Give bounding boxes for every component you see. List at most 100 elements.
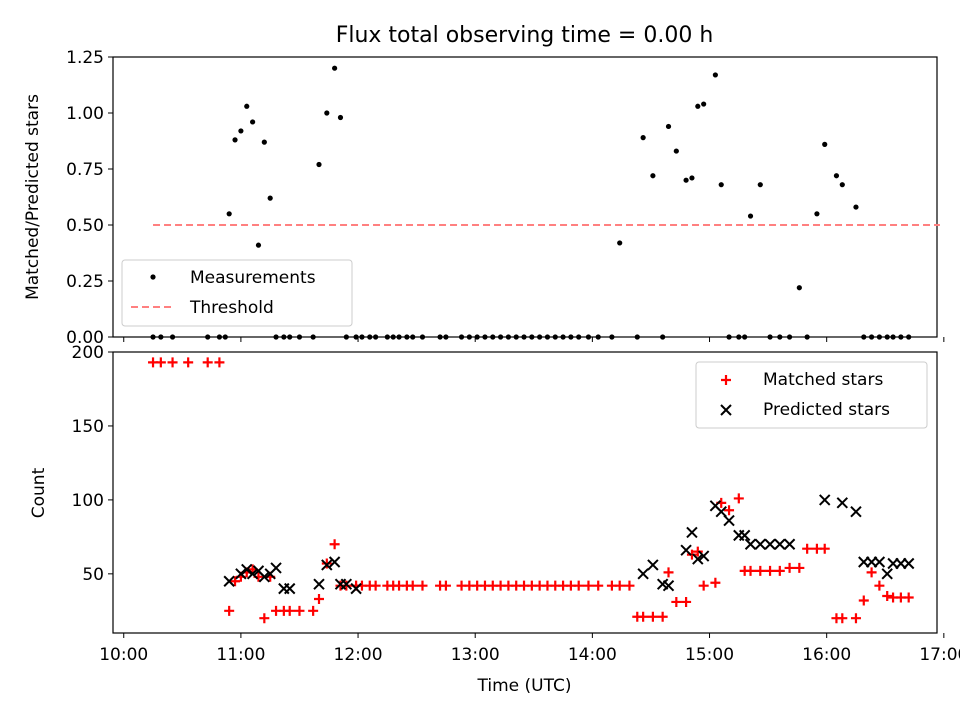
bottom-x-tick-label: 10:00 <box>99 645 148 665</box>
measurement-point <box>255 242 262 248</box>
measurement-point <box>786 334 793 340</box>
measurement-point <box>617 240 623 246</box>
measurement-point <box>482 334 488 340</box>
measurement-point <box>169 334 176 340</box>
matched-star-point <box>259 613 270 624</box>
measurement-point <box>474 334 480 340</box>
predicted-star-point <box>692 553 704 565</box>
bottom-plot-frame <box>112 351 938 634</box>
matched-star-point <box>321 558 332 569</box>
matched-star-point <box>903 592 914 603</box>
predicted-star-point <box>881 568 893 580</box>
measurement-point <box>609 334 615 340</box>
measurement-point <box>458 334 465 340</box>
measurement-point <box>238 128 244 134</box>
predicted-star-point <box>313 578 325 590</box>
measurement-point <box>261 139 267 145</box>
measurement-point <box>804 334 810 340</box>
measurement-point <box>560 334 566 340</box>
measurement-point <box>216 334 223 340</box>
measurement-point <box>396 334 402 340</box>
measurement-point <box>158 334 164 340</box>
top-legend-box <box>121 259 353 327</box>
measurement-point <box>884 334 890 340</box>
measurement-point <box>868 334 875 340</box>
measurement-point <box>367 334 373 340</box>
bottom-x-tick-label: 15:00 <box>685 645 734 665</box>
measurement-point <box>747 213 754 219</box>
top-y-tick-label: 1.25 <box>66 48 104 68</box>
matched-star-point <box>329 539 340 550</box>
predicted-star-point <box>680 544 692 556</box>
predicted-star-point <box>270 562 282 574</box>
bottom-x-tick-label: 16:00 <box>802 645 851 665</box>
measurement-point <box>814 211 820 217</box>
predicted-star-point <box>738 529 751 542</box>
bottom-legend-box <box>695 361 928 429</box>
measurement-point <box>404 334 410 340</box>
matched-star-point <box>819 543 830 554</box>
matched-star-point <box>314 593 324 604</box>
measurement-point <box>222 334 228 340</box>
measurement-point <box>529 334 535 340</box>
measurement-point <box>343 334 349 340</box>
measurement-point <box>861 334 867 340</box>
measurement-point <box>689 175 695 181</box>
measurement-point <box>521 334 527 340</box>
matched-star-point <box>407 580 418 591</box>
measurement-point <box>640 135 646 141</box>
measurement-point <box>683 177 689 183</box>
measurement-point <box>876 334 882 340</box>
measurement-point <box>544 334 551 340</box>
measurement-point <box>232 137 238 143</box>
matched-star-point <box>284 605 295 616</box>
measurement-point <box>898 334 904 340</box>
matched-star-point <box>657 611 668 622</box>
bottom-x-tick-label: 14:00 <box>568 645 617 665</box>
matched-star-point <box>183 357 194 368</box>
predicted-star-point <box>723 514 735 527</box>
matched-star-point <box>647 611 658 622</box>
matched-star-point <box>681 596 692 607</box>
predicted-star-point <box>774 538 786 550</box>
measurement-point <box>660 334 666 340</box>
top-y-axis-label: Matched/Predicted stars <box>23 94 43 300</box>
measurement-point <box>906 334 912 340</box>
predicted-star-point <box>223 575 235 587</box>
predicted-star-point <box>284 582 296 595</box>
predicted-star-point <box>819 494 831 506</box>
measurement-point <box>373 334 379 340</box>
matched-star-point <box>440 580 451 591</box>
predicted-star-point <box>340 578 353 590</box>
matched-star-point <box>671 596 682 607</box>
matched-star-point <box>874 580 885 591</box>
measurement-point <box>310 334 316 340</box>
measurement-point <box>665 123 672 130</box>
predicted-star-point <box>697 550 710 562</box>
legend-matched-marker <box>721 375 731 385</box>
bottom-plot-area: 50 100 150 200 10:00 11:00 12:00 13:00 14:00 15:0… <box>72 343 960 665</box>
top-y-tick-label: 0.50 <box>66 216 104 236</box>
measurement-point <box>267 195 273 201</box>
bottom-y-tick-label: 100 <box>72 491 104 511</box>
legend-measurements-label: Measurements <box>190 268 316 288</box>
predicted-star-point <box>246 568 259 580</box>
measurement-point <box>595 334 601 340</box>
top-plot-area: 0.00 0.25 0.50 0.75 1.00 1.25 <box>66 48 945 348</box>
predicted-star-point <box>328 556 341 568</box>
measurement-point <box>767 334 773 340</box>
predicted-star-point <box>235 568 247 580</box>
predicted-star-point <box>637 568 649 580</box>
measurement-point <box>552 334 558 340</box>
matched-star-point <box>774 565 785 576</box>
measurement-point <box>718 182 724 188</box>
measurement-point <box>650 173 656 179</box>
predicted-star-point <box>744 538 757 550</box>
matched-star-point <box>850 613 861 624</box>
matched-star-point <box>837 613 848 624</box>
bottom-x-tick-label: 13:00 <box>451 645 500 665</box>
matched-star-point <box>698 580 709 591</box>
measurement-point <box>419 334 426 340</box>
matched-star-point <box>202 357 213 368</box>
measurement-point <box>332 65 338 71</box>
